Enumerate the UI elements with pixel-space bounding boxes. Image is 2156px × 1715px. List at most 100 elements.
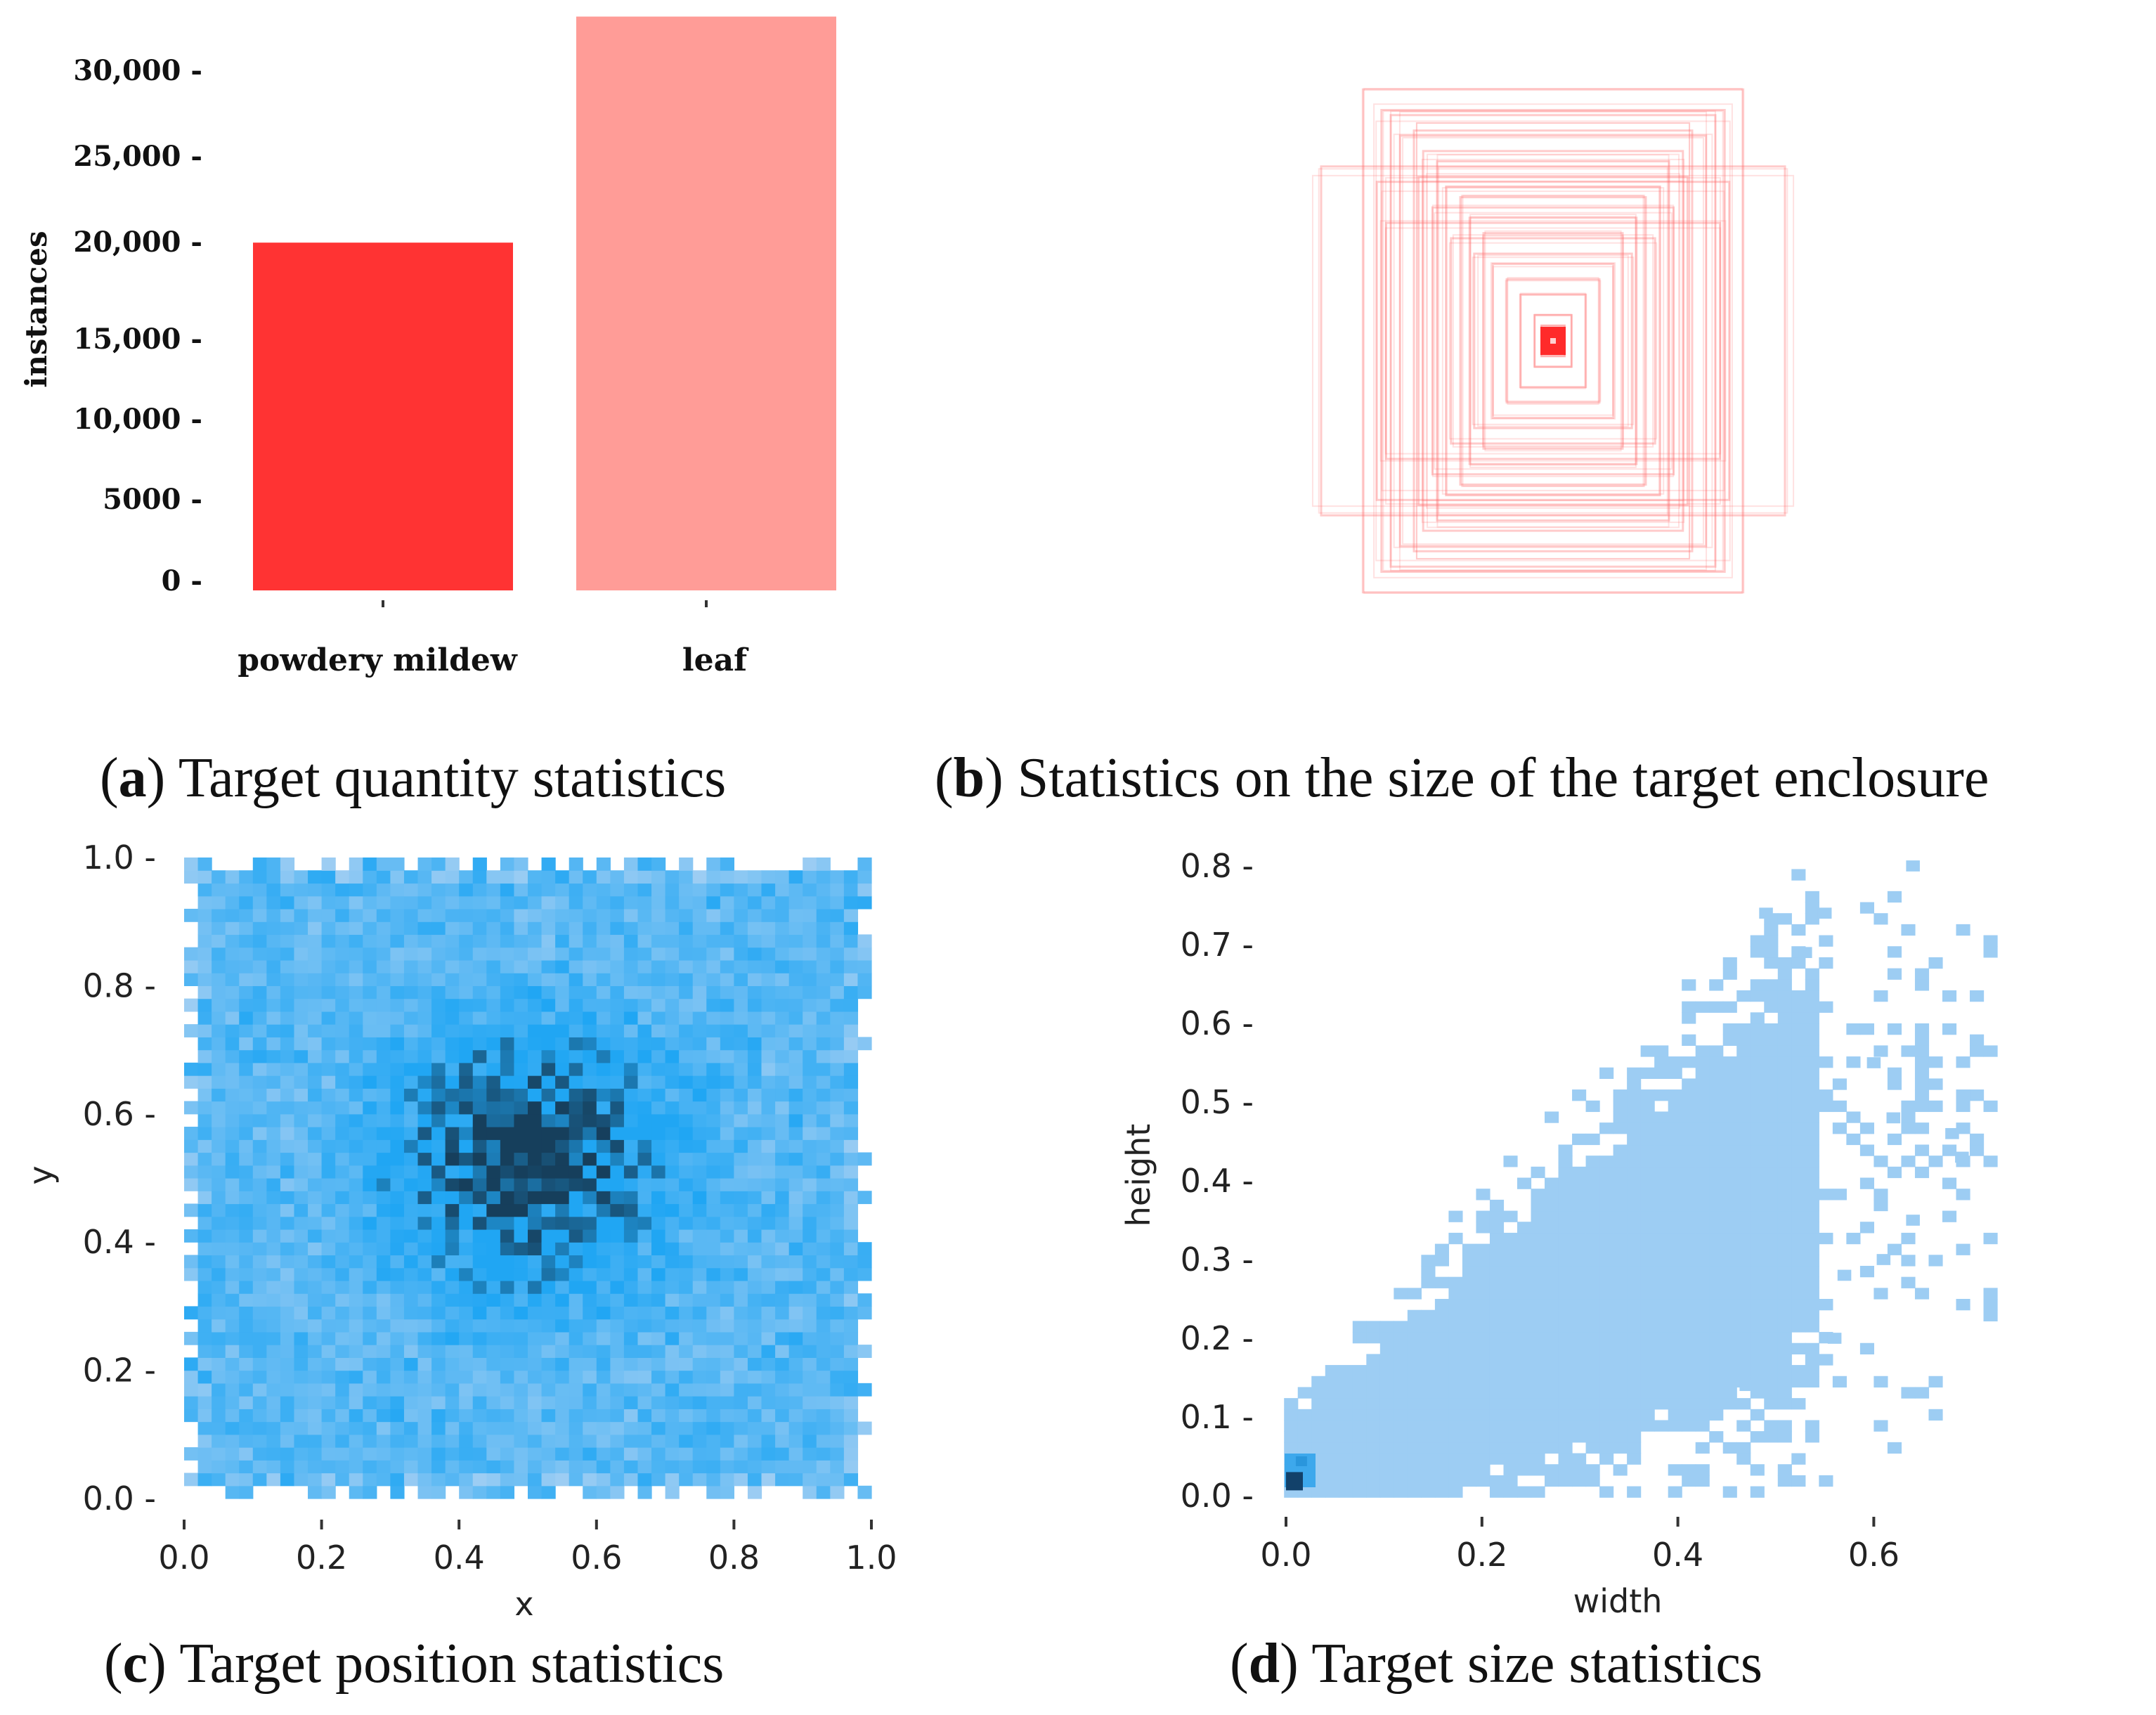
heatmap-cell (816, 1331, 831, 1345)
heatmap-cell (363, 1075, 377, 1089)
heatmap-cell (212, 1345, 226, 1358)
heatmap-cell (212, 973, 226, 986)
heatmap-cell (720, 1075, 734, 1089)
heatmap-cell (623, 1139, 639, 1153)
heatmap-cell (1476, 1243, 1491, 1255)
heatmap-cell (1695, 1067, 1710, 1079)
heatmap-cell (1709, 1166, 1724, 1179)
heatmap-cell (431, 1062, 446, 1076)
heatmap-cell (280, 959, 295, 973)
heatmap-cell (610, 1191, 625, 1205)
heatmap-cell (1777, 1276, 1792, 1288)
heatmap-cell (775, 1024, 790, 1037)
heatmap-cell (651, 947, 666, 961)
heatmap-cell (583, 1062, 597, 1076)
heatmap-cell (212, 1088, 226, 1102)
heatmap-cell (1394, 1431, 1408, 1443)
heatmap-cell (459, 998, 474, 1012)
heatmap-cell (692, 1216, 707, 1230)
heatmap-cell (541, 1267, 556, 1281)
heatmap-cell (679, 1242, 694, 1256)
heatmap-cell (747, 1396, 762, 1409)
heatmap-cell (197, 1460, 212, 1474)
heatmap-cell (637, 973, 652, 986)
heatmap-cell (1736, 1332, 1751, 1344)
heatmap-cell (239, 1062, 254, 1076)
heatmap-cell (486, 1011, 501, 1025)
heatmap-cell (1627, 1398, 1642, 1410)
heatmap-cell (1736, 1056, 1751, 1068)
heatmap-cell (816, 1447, 831, 1461)
heatmap-cell (197, 1306, 212, 1320)
heatmap-cell (225, 1127, 240, 1140)
heatmap-cell (651, 998, 666, 1012)
heatmap-cell (486, 1242, 501, 1256)
heatmap-cell (788, 1178, 803, 1191)
heatmap-cell (1722, 1078, 1737, 1090)
heatmap-cell (308, 1127, 323, 1140)
heatmap-cell (1448, 1354, 1463, 1366)
heatmap-cell (569, 1306, 583, 1320)
heatmap-cell (1722, 968, 1737, 980)
heatmap-cell (1819, 935, 1833, 947)
heatmap-cell (816, 1319, 831, 1333)
heatmap-cell (1558, 1453, 1573, 1465)
heatmap-cell (1640, 1255, 1655, 1267)
heatmap-cell (555, 883, 570, 897)
heatmap-cell (376, 1152, 391, 1166)
heatmap-cell (1627, 1232, 1642, 1245)
heatmap-cell (830, 883, 845, 897)
heatmap-cell (1819, 1089, 1833, 1101)
heatmap-cell (1777, 1232, 1792, 1245)
heatmap-cell (775, 985, 790, 999)
heatmap-cell (1407, 1453, 1422, 1465)
bbox-outline (1469, 214, 1637, 468)
heatmap-cell (1640, 1111, 1655, 1123)
heatmap-cell (1736, 1133, 1751, 1146)
heatmap-cell (514, 1473, 528, 1487)
x-tick-label: 0.8 (708, 1539, 760, 1577)
heatmap-cell (1585, 1210, 1600, 1222)
y-tick-label: 0.4 - (83, 1223, 156, 1261)
heatmap-cell (500, 1485, 515, 1499)
heatmap-cell (788, 985, 803, 999)
heatmap-cell (266, 1011, 281, 1025)
heatmap-cell (706, 1178, 721, 1191)
heatmap-cell (1407, 1309, 1422, 1321)
heatmap-cell (734, 1049, 748, 1063)
heatmap-cell (830, 1152, 845, 1166)
heatmap-cell (1434, 1365, 1450, 1377)
heatmap-cell (816, 1037, 831, 1051)
heatmap-cell (665, 1293, 680, 1307)
heatmap-cell (569, 1011, 583, 1025)
heatmap-cell (637, 1127, 652, 1140)
heatmap-cell (403, 1434, 419, 1448)
heatmap-cell (706, 1473, 721, 1487)
heatmap-cell (472, 1447, 487, 1461)
heatmap-cell (514, 1178, 528, 1191)
heatmap-cell (280, 1127, 295, 1140)
heatmap-cell (775, 1062, 790, 1076)
heatmap-cell (514, 1216, 528, 1230)
heatmap-cell (1394, 1409, 1408, 1421)
heatmap-cell (349, 1127, 363, 1140)
heatmap-cell (1736, 1365, 1751, 1377)
heatmap-cell (1407, 1464, 1422, 1476)
heatmap-cell (1517, 1365, 1532, 1377)
heatmap-cell (1668, 1177, 1682, 1189)
heatmap-cell (816, 1460, 831, 1474)
heatmap-cell (225, 985, 240, 999)
heatmap-cell (266, 1383, 281, 1397)
heatmap-cell (1764, 935, 1779, 947)
heatmap-cell (1462, 1442, 1477, 1454)
heatmap-cell (376, 1165, 391, 1179)
heatmap-cell (610, 934, 625, 948)
heatmap-cell (1572, 1453, 1587, 1465)
heatmap-cell (541, 1024, 556, 1037)
heatmap-cell (335, 1152, 350, 1166)
heatmap-cell (239, 998, 254, 1012)
heatmap-cell (528, 1434, 543, 1448)
heatmap-cell (569, 959, 583, 973)
heatmap-cell (651, 1062, 666, 1076)
heatmap-cell (569, 895, 583, 910)
